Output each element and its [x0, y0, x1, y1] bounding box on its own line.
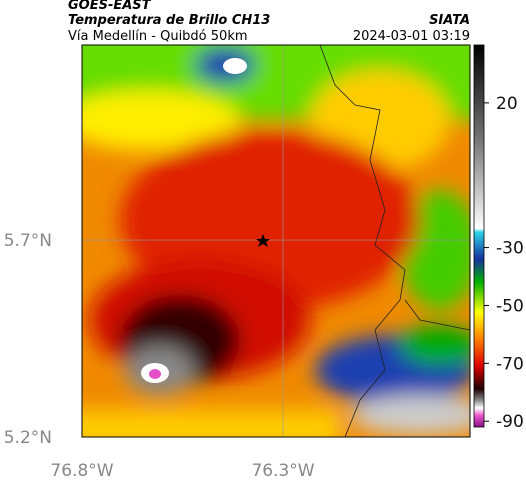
- satellite-image: [82, 45, 470, 437]
- y-tick-label: 5.2°N: [4, 428, 52, 448]
- colorbar-tick-label: -90: [496, 412, 524, 432]
- colorbar-tick-label: -50: [496, 296, 524, 316]
- colorbar-tick-label: -70: [496, 354, 524, 374]
- colorbar-tick-label: 20: [496, 94, 518, 114]
- y-tick-label: 5.7°N: [4, 231, 52, 251]
- colorbar: [473, 44, 485, 428]
- colorbar-tick-label: -30: [496, 239, 524, 259]
- route: Vía Medellín - Quibdó 50km: [68, 29, 248, 44]
- source: SIATA: [429, 13, 470, 28]
- location-marker: [256, 234, 270, 247]
- x-tick-label: 76.3°W: [251, 461, 314, 481]
- satellite: GOES-EAST: [68, 0, 152, 13]
- product: Temperatura de Brillo CH13: [68, 13, 270, 28]
- map-frame: [81, 44, 471, 438]
- x-tick-label: 76.8°W: [50, 461, 113, 481]
- timestamp: 2024-03-01 03:19: [353, 29, 470, 44]
